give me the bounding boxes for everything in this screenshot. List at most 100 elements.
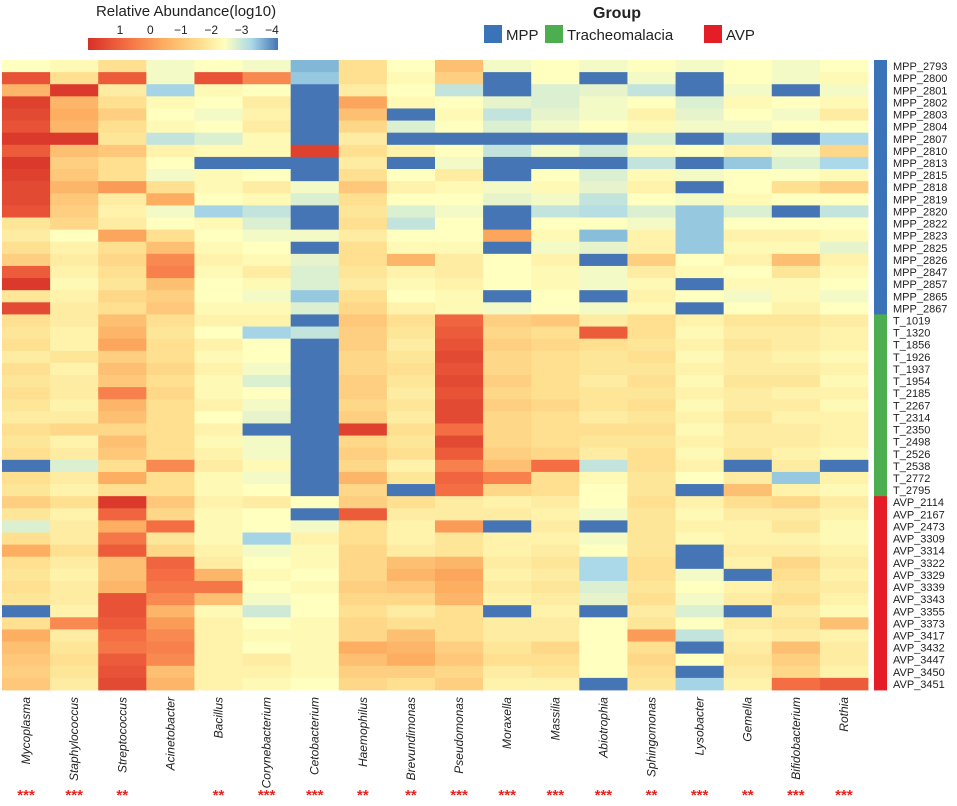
heatmap-cell	[386, 544, 436, 558]
heatmap-cell	[531, 362, 580, 376]
heatmap-cell	[435, 217, 484, 231]
heatmap-cell	[242, 568, 292, 582]
heatmap-cell	[386, 169, 436, 182]
row-label: T_1320	[893, 328, 930, 340]
heatmap-cell	[771, 132, 821, 146]
heatmap-cell	[627, 72, 676, 85]
heatmap-cell	[531, 265, 580, 279]
group-annotation-cell	[874, 60, 887, 73]
heatmap-cell	[819, 265, 869, 279]
heatmap-cell	[386, 120, 436, 134]
heatmap-cell	[483, 423, 532, 436]
significance-marker: ***	[450, 787, 468, 804]
heatmap-cell	[723, 229, 773, 243]
heatmap-cell	[2, 471, 51, 485]
heatmap-cell	[675, 338, 725, 352]
heatmap-cell	[627, 447, 676, 461]
heatmap-cell	[675, 544, 725, 558]
heatmap-cell	[723, 447, 773, 461]
heatmap-cell	[290, 241, 340, 255]
heatmap-cell	[627, 411, 676, 424]
heatmap-cell	[531, 447, 580, 461]
heatmap-cell	[483, 520, 532, 533]
heatmap-cell	[98, 375, 147, 388]
heatmap-cell	[194, 641, 243, 655]
heatmap-cell	[50, 556, 99, 570]
heatmap-cell	[146, 205, 195, 218]
heatmap-cell	[2, 144, 51, 158]
heatmap-cell	[483, 338, 532, 352]
heatmap-cell	[98, 556, 147, 570]
heatmap-cell	[771, 593, 821, 606]
heatmap-cell	[194, 496, 243, 509]
heatmap-cell	[531, 617, 580, 630]
heatmap-cell	[194, 593, 243, 606]
heatmap-cell	[771, 362, 821, 376]
heatmap-cell	[290, 108, 340, 121]
row-label: MPP_2810	[893, 146, 947, 158]
heatmap-cell	[242, 278, 292, 291]
heatmap-cell	[819, 60, 869, 73]
heatmap-cell	[627, 193, 676, 206]
heatmap-cell	[98, 399, 147, 412]
heatmap-cell	[146, 108, 195, 121]
row-label: T_2772	[893, 473, 930, 485]
heatmap-cell	[579, 653, 628, 667]
heatmap-cell	[146, 217, 195, 231]
heatmap-cell	[242, 302, 292, 315]
heatmap-cell	[2, 556, 51, 570]
group-annotation-cell	[874, 387, 887, 400]
heatmap-cell	[290, 508, 340, 521]
heatmap-cell	[579, 181, 628, 194]
heatmap-cell	[50, 435, 99, 449]
heatmap-cell	[2, 314, 51, 327]
significance-marker: ***	[691, 787, 709, 804]
heatmap-cell	[338, 278, 388, 291]
group-annotation-cell	[874, 629, 887, 642]
heatmap-cell	[50, 629, 99, 642]
heatmap-cell	[146, 290, 195, 303]
heatmap-cell	[146, 302, 195, 315]
heatmap-cell	[435, 568, 484, 582]
row-label: AVP_3355	[893, 606, 945, 618]
heatmap-cell	[194, 677, 243, 691]
heatmap-cell	[579, 399, 628, 412]
heatmap-cell	[627, 326, 676, 340]
group-annotation-cell	[874, 544, 887, 558]
heatmap-cell	[290, 556, 340, 570]
row-label: MPP_2815	[893, 170, 947, 182]
heatmap-cell	[50, 617, 99, 630]
heatmap-cell	[2, 435, 51, 449]
heatmap-cell	[483, 508, 532, 521]
heatmap-cell	[531, 544, 580, 558]
heatmap-cell	[675, 350, 725, 364]
heatmap-cell	[579, 362, 628, 376]
heatmap-cell	[242, 241, 292, 255]
heatmap-cell	[819, 193, 869, 206]
group-annotation-cell	[874, 556, 887, 570]
row-label: MPP_2857	[893, 279, 947, 291]
heatmap-cell	[242, 314, 292, 327]
heatmap-cell	[723, 641, 773, 655]
heatmap-cell	[338, 205, 388, 218]
heatmap-cell	[338, 290, 388, 303]
heatmap-cell	[531, 375, 580, 388]
heatmap-cell	[675, 629, 725, 642]
heatmap-cell	[146, 144, 195, 158]
heatmap-cell	[483, 314, 532, 327]
heatmap-cell	[338, 665, 388, 679]
heatmap-cell	[579, 435, 628, 449]
heatmap-cell	[579, 629, 628, 642]
heatmap-cell	[242, 362, 292, 376]
heatmap-cell	[579, 217, 628, 231]
heatmap-cell	[627, 593, 676, 606]
heatmap-cell	[98, 314, 147, 327]
group-annotation-cell	[874, 229, 887, 243]
heatmap-cell	[435, 435, 484, 449]
heatmap-cell	[194, 387, 243, 400]
heatmap-cell	[627, 568, 676, 582]
row-label: MPP_2818	[893, 182, 947, 194]
heatmap-cell	[242, 72, 292, 85]
heatmap-cell	[338, 108, 388, 121]
heatmap-cell	[483, 544, 532, 558]
